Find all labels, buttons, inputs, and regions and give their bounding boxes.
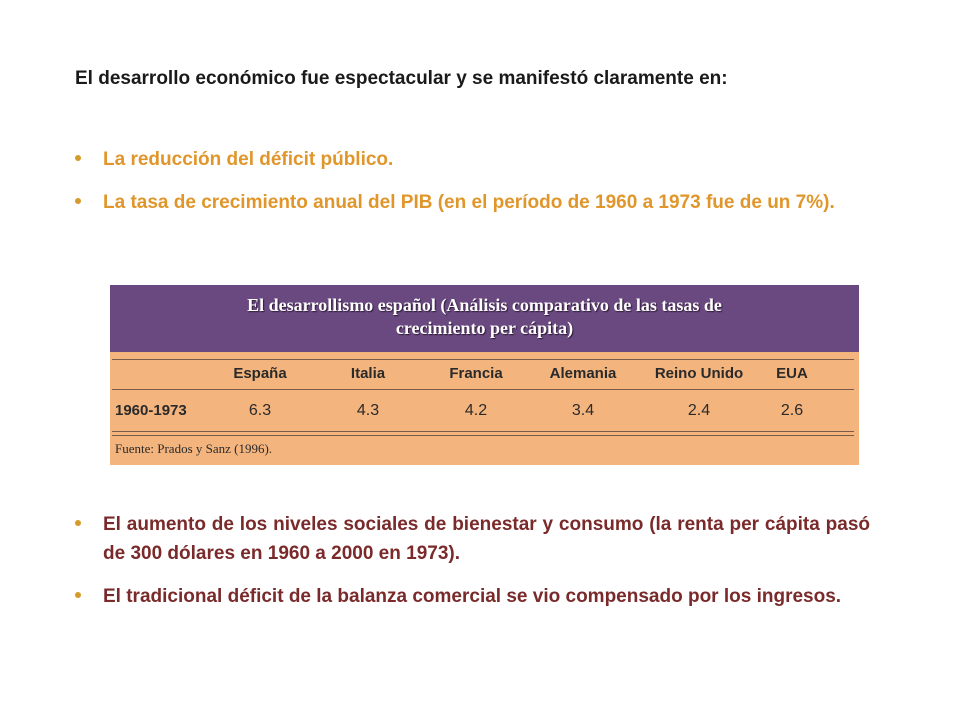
table-title-line-1: El desarrollismo español (Análisis compa… [247,295,722,315]
bullet-text: La reducción del déficit público. [103,149,394,170]
column-header: España [233,365,287,382]
table-rule [112,435,854,436]
slide-heading: El desarrollo económico fue espectacular… [75,68,728,89]
table-cell: 3.4 [571,402,595,419]
table-source: Fuente: Prados y Sanz (1996). [115,441,273,456]
bullet-item: El aumento de los niveles sociales de bi… [75,510,870,568]
table-cell: 2.6 [780,402,804,419]
table-title: El desarrollismo español (Análisis compa… [110,285,859,352]
bullet-item: El tradicional déficit de la balanza com… [75,582,870,611]
table-rule [112,431,854,432]
bullet-dot-icon [75,155,81,161]
table-rule [112,389,854,390]
bullet-item: La reducción del déficit público. [75,145,870,174]
bullet-text: El tradicional déficit de la balanza com… [103,586,842,607]
growth-table: El desarrollismo español (Análisis compa… [110,285,859,465]
bullet-text: La tasa de crecimiento anual del PIB (en… [103,192,835,213]
column-header: Reino Unido [654,365,744,382]
table-cell: 4.3 [356,402,380,419]
row-label: 1960-1973 [115,402,187,419]
bullet-dot-icon [75,520,81,526]
column-header: Italia [350,365,386,382]
bullet-item: La tasa de crecimiento anual del PIB (en… [75,188,870,217]
table-title-line-2: crecimiento per cápita) [395,318,574,338]
bullet-list-top: La reducción del déficit público. La tas… [75,145,870,231]
bullet-list-bottom: El aumento de los niveles sociales de bi… [75,510,870,625]
bullet-dot-icon [75,592,81,598]
column-header: Francia [449,365,503,382]
table-cell: 2.4 [687,402,711,419]
bullet-dot-icon [75,198,81,204]
column-header: Alemania [549,365,617,382]
table-cell: 6.3 [248,402,272,419]
table-cell: 4.2 [464,402,488,419]
column-header: EUA [776,365,808,382]
bullet-text: El aumento de los niveles sociales de bi… [103,514,870,564]
table-rule [112,359,854,360]
